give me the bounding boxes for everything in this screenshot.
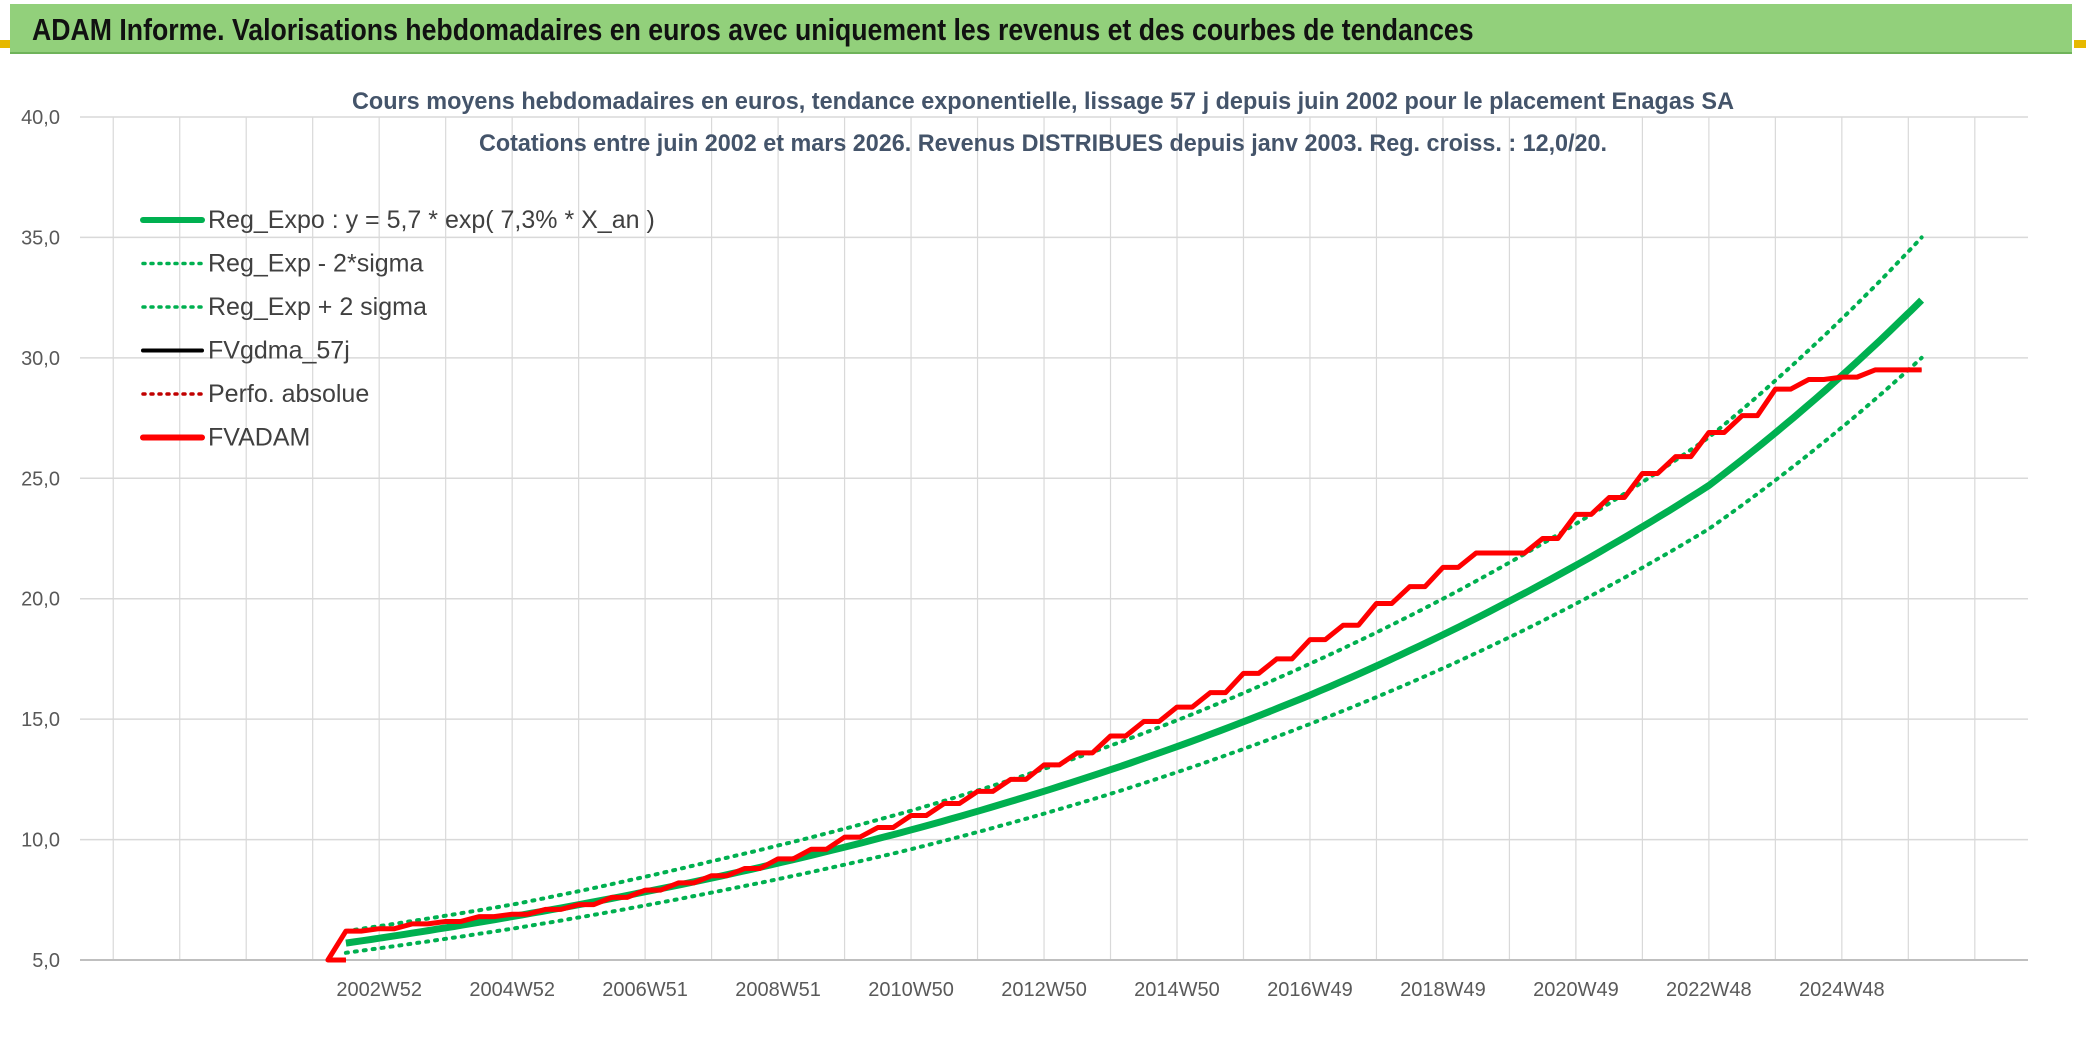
y-tick-label: 10,0	[21, 830, 60, 852]
x-tick-label: 2020W49	[1533, 979, 1619, 1001]
x-tick-label: 2002W52	[336, 979, 422, 1001]
y-tick-label: 15,0	[21, 709, 60, 731]
x-tick-label: 2010W50	[868, 979, 954, 1001]
y-tick-label: 30,0	[21, 348, 60, 370]
y-tick-label: 40,0	[21, 107, 60, 129]
x-tick-label: 2018W49	[1400, 979, 1486, 1001]
report-banner: ADAM Informe. Valorisations hebdomadaire…	[10, 4, 2072, 54]
series-reg-expo	[345, 297, 1925, 947]
x-tick-label: 2024W48	[1799, 979, 1885, 1001]
x-tick-label: 2004W52	[469, 979, 555, 1001]
x-tick-label: 2012W50	[1001, 979, 1087, 1001]
x-tick-label: 2022W48	[1666, 979, 1752, 1001]
legend-label: FVADAM	[208, 424, 310, 452]
series-reg-exp-minus-2sigma	[343, 355, 1924, 955]
corner-marker	[2074, 40, 2086, 48]
y-tick-label: 35,0	[21, 227, 60, 249]
series-fvadam	[325, 367, 1922, 963]
legend-label: Reg_Exp - 2*sigma	[208, 250, 423, 278]
legend-label: Reg_Exp + 2 sigma	[208, 293, 427, 321]
x-tick-label: 2014W50	[1134, 979, 1220, 1001]
x-tick-label: 2008W51	[735, 979, 821, 1001]
legend-label: FVgdma_57j	[208, 337, 350, 365]
y-tick-label: 5,0	[32, 950, 60, 972]
report-banner-title: ADAM Informe. Valorisations hebdomadaire…	[32, 12, 1474, 47]
legend-label: Perfo. absolue	[208, 380, 369, 408]
chart-subtitle: Cotations entre juin 2002 et mars 2026. …	[479, 130, 1607, 157]
x-tick-label: 2016W49	[1267, 979, 1353, 1001]
corner-marker	[0, 40, 12, 48]
legend-label: Reg_Expo : y = 5,7 * exp( 7,3% * X_an )	[208, 206, 655, 234]
y-tick-label: 25,0	[21, 468, 60, 490]
chart-title: Cours moyens hebdomadaires en euros, ten…	[352, 88, 1734, 115]
series-reg-exp-plus-2sigma	[343, 235, 1924, 934]
y-tick-label: 20,0	[21, 589, 60, 611]
x-tick-label: 2006W51	[602, 979, 688, 1001]
